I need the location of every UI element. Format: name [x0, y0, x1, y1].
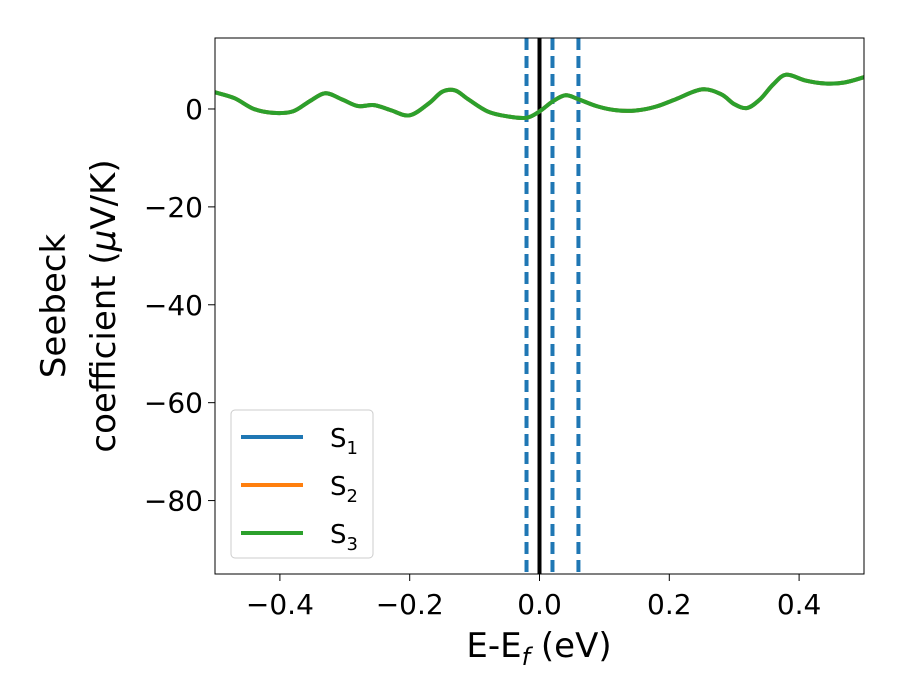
series-lines	[215, 72, 864, 121]
series-line-s3	[215, 72, 864, 121]
x-tick-label: 0.0	[517, 588, 562, 621]
y-tick-label: 0	[185, 93, 203, 126]
x-tick-label: 0.2	[647, 588, 692, 621]
y-tick-label: −60	[144, 387, 203, 420]
y-axis: 0 −20 −40 −60 −80	[144, 93, 215, 518]
x-axis-title: E-Ef (eV)	[466, 626, 611, 671]
x-axis: −0.4 −0.2 0.0 0.2 0.4	[246, 574, 821, 621]
legend-label-s1: S1	[330, 424, 358, 459]
x-tick-label: −0.2	[376, 588, 444, 621]
legend-label-s3: S3	[330, 520, 358, 555]
legend-label-s2: S2	[330, 472, 358, 507]
y-axis-title: Seebeck coefficient (μV/K)	[34, 159, 124, 452]
legend: S1 S2 S3	[230, 409, 374, 559]
y-tick-label: −80	[144, 485, 203, 518]
y-axis-title-line2: coefficient (μV/K)	[84, 159, 124, 452]
x-tick-label: 0.4	[777, 588, 822, 621]
y-axis-title-line1: Seebeck	[34, 234, 74, 379]
y-tick-label: −40	[144, 289, 203, 322]
reference-lines	[524, 38, 581, 574]
y-tick-label: −20	[144, 191, 203, 224]
x-tick-label: −0.4	[246, 588, 314, 621]
